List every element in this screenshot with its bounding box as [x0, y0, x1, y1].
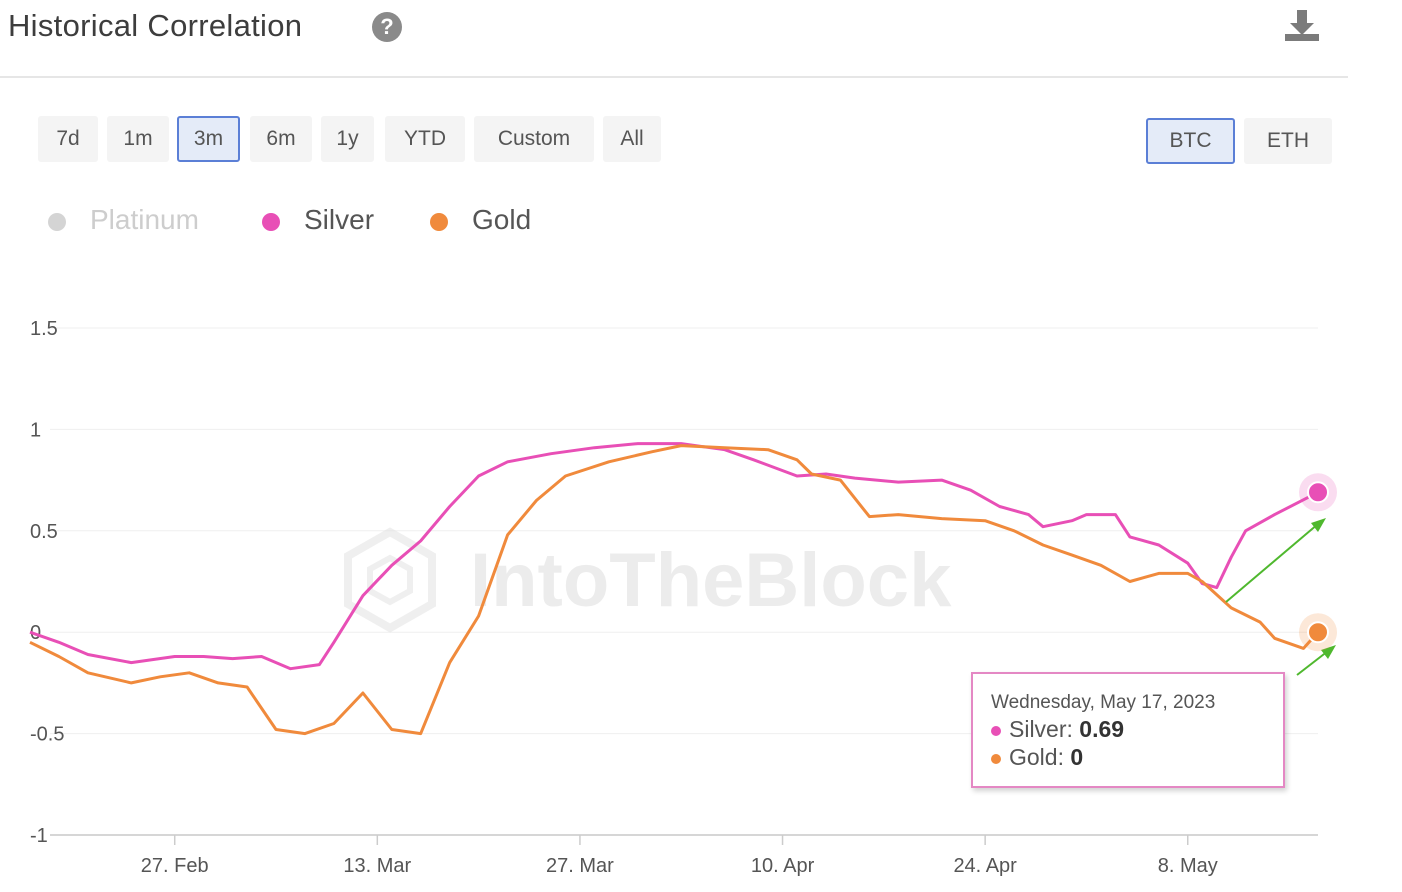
y-tick-label: 0.5 — [30, 521, 58, 543]
series-lines — [29, 442, 1320, 736]
page-title: Historical Correlation — [8, 8, 303, 43]
tooltip-row-silver: Silver: 0.69 — [991, 716, 1124, 743]
help-icon[interactable]: ? — [372, 12, 402, 42]
x-tick-label: 24. Apr — [953, 855, 1017, 877]
watermark: IntoTheBlock — [344, 527, 952, 633]
tooltip-date: Wednesday, May 17, 2023 — [991, 692, 1216, 713]
download-icon[interactable] — [1282, 8, 1322, 44]
y-tick-label: -0.5 — [30, 724, 64, 746]
legend-item-gold[interactable]: Gold — [430, 200, 560, 240]
series-line-gold — [29, 444, 1320, 736]
y-tick-label: 1.5 — [30, 318, 58, 340]
series-line-silver — [29, 442, 1319, 671]
y-axis: 1.510.50-0.5-1 — [30, 318, 64, 847]
correlation-chart[interactable]: IntoTheBlock 1.5 1 0.5 0 -0.5 -1 27. Feb 13. M… — [0, 290, 1402, 892]
x-tick-label: 27. Feb — [141, 855, 209, 877]
legend-dot-platinum — [48, 213, 66, 231]
range-button-all[interactable]: All — [603, 116, 661, 162]
tooltip-dot-gold — [991, 753, 1001, 764]
legend-label-silver: Silver — [304, 204, 375, 235]
asset-button-btc[interactable]: BTC — [1146, 118, 1235, 164]
range-button-6m[interactable]: 6m — [250, 116, 312, 162]
x-tick-label: 10. Apr — [751, 855, 815, 877]
trend-arrows — [1225, 518, 1336, 676]
grid-lines — [50, 327, 1318, 836]
y-tick-label: -1 — [30, 825, 48, 847]
tooltip-gold-label: Gold: — [1009, 744, 1071, 770]
tooltip-gold-value: 0 — [1070, 744, 1084, 770]
y-tick-label: 1 — [30, 419, 41, 441]
range-button-1y[interactable]: 1y — [321, 116, 374, 162]
end-markers — [1299, 473, 1337, 652]
range-button-7d[interactable]: 7d — [38, 116, 98, 162]
x-tick-label: 27. Mar — [546, 855, 614, 877]
tooltip-silver-label: Silver: — [1009, 716, 1080, 742]
x-tick-label: 8. May — [1158, 855, 1218, 877]
legend-item-platinum[interactable]: Platinum — [48, 200, 228, 240]
range-button-custom[interactable]: Custom — [474, 116, 594, 162]
chart-header: Historical Correlation ? — [0, 0, 1348, 78]
marker-point-silver[interactable] — [1307, 481, 1329, 504]
marker-point-gold[interactable] — [1307, 621, 1329, 644]
legend-label-gold: Gold — [472, 204, 532, 235]
legend-label-platinum: Platinum — [90, 204, 199, 235]
range-button-1m[interactable]: 1m — [107, 116, 169, 162]
legend-dot-gold — [430, 213, 448, 231]
range-button-3m[interactable]: 3m — [177, 116, 240, 162]
tooltip-silver-value: 0.69 — [1079, 716, 1125, 742]
x-tick-label: 13. Mar — [343, 855, 411, 877]
asset-button-eth[interactable]: ETH — [1244, 118, 1332, 164]
x-axis: 27. Feb 13. Mar 27. Mar 10. Apr 24. Apr 8. Ma… — [141, 835, 1218, 877]
legend-item-silver[interactable]: Silver — [262, 200, 402, 240]
legend-dot-silver — [262, 213, 280, 231]
tooltip-row-gold: Gold: 0 — [991, 744, 1083, 771]
tooltip-dot-silver — [991, 725, 1001, 736]
chart-tooltip: Wednesday, May 17, 2023 Silver: 0.69 Gol… — [971, 672, 1285, 788]
range-button-ytd[interactable]: YTD — [385, 116, 465, 162]
watermark-text: IntoTheBlock — [470, 538, 952, 623]
